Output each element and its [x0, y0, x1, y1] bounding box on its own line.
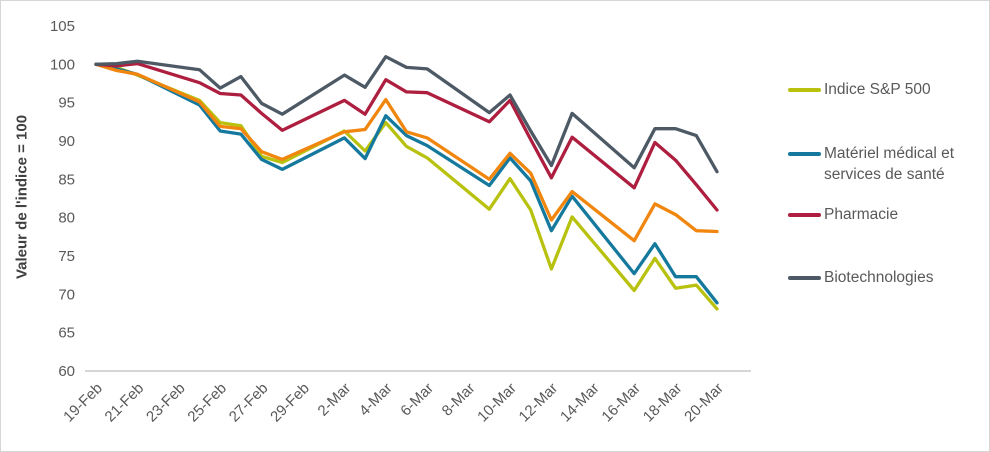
y-tick-label: 95	[58, 95, 75, 112]
x-tick-label: 21-Feb	[102, 380, 148, 426]
x-tick-label: 6-Mar	[397, 380, 437, 420]
x-tick-label: 12-Mar	[516, 380, 562, 426]
legend-item-sp500: Indice S&P 500	[788, 79, 931, 100]
series-line-orange-2	[94, 62, 719, 243]
x-tick-label: 20-Mar	[681, 380, 727, 426]
series-line-pharmacie	[94, 61, 719, 212]
y-tick-label: 70	[58, 286, 75, 303]
y-axis-title: Valeur de l'indice = 100	[13, 114, 31, 280]
sp500-line-swatch	[788, 88, 821, 92]
y-tick-label: 105	[50, 18, 75, 35]
y-tick-label: 90	[58, 133, 75, 150]
y-tick-label: 60	[58, 363, 75, 380]
legend-label: Pharmacie	[824, 206, 899, 223]
pharmacie-line-swatch	[788, 213, 821, 217]
x-tick-label: 4-Mar	[356, 380, 396, 420]
x-tick-label: 27-Feb	[226, 380, 272, 426]
x-tick-label: 19-Feb	[60, 380, 106, 426]
x-tick-label: 2-Mar	[315, 380, 355, 420]
series-line-indice-s-p-500	[94, 62, 719, 311]
chart-legend: Indice S&P 500 Matériel médical et servi…	[788, 1, 988, 451]
x-tick-label: 8-Mar	[439, 380, 479, 420]
y-tick-label: 65	[58, 325, 75, 342]
y-tick-label: 80	[58, 210, 75, 227]
series-line-mat-riel-m-dical-et-services-de-sant	[94, 62, 719, 305]
materiel-medical-line-swatch	[788, 152, 821, 156]
x-tick-label: 16-Mar	[598, 380, 644, 426]
y-tick-label: 85	[58, 171, 75, 188]
legend-label: Matériel médical et services de santé	[824, 145, 955, 183]
x-tick-label: 18-Mar	[640, 380, 686, 426]
x-tick-label: 29-Feb	[267, 380, 313, 426]
legend-label: Indice S&P 500	[824, 81, 931, 98]
x-tick-label: 10-Mar	[474, 380, 520, 426]
x-tick-label: 25-Feb	[184, 380, 230, 426]
y-tick-label: 75	[58, 248, 75, 265]
legend-item-biotechnologies: Biotechnologies	[788, 267, 933, 288]
series-line-biotechnologies	[94, 55, 719, 174]
y-tick-label: 100	[50, 56, 75, 73]
legend-label: Biotechnologies	[824, 269, 934, 286]
x-tick-label: 23-Feb	[143, 380, 189, 426]
biotechnologies-line-swatch	[788, 276, 821, 280]
x-tick-label: 14-Mar	[557, 380, 603, 426]
legend-item-materiel-medical: Matériel médical et services de santé	[788, 143, 982, 185]
legend-item-pharmacie: Pharmacie	[788, 204, 898, 225]
